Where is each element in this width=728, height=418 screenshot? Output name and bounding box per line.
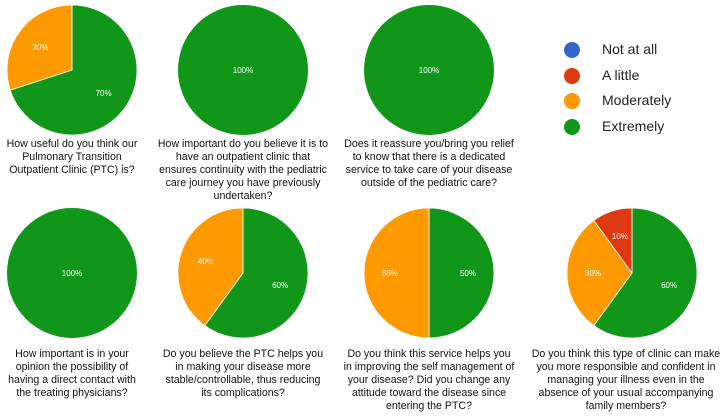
legend-item-not-at-all: Not at all [564,41,714,68]
legend-item-extremely: Extremely [564,117,714,145]
question-5-text: Do you believe the PTC helps you in maki… [162,348,324,399]
pie-2-label-extremely: 100% [233,66,253,75]
question-7-text: Do you think this type of clinic can mak… [531,348,721,412]
legend-label-moderately: Moderately [602,92,672,108]
pie-chart-3: 100% [364,5,494,135]
legend-label-not-at-all: Not at all [602,41,658,57]
pie-chart-1: 70% 30% [6,4,138,136]
pie-7-label-a-little: 10% [612,232,628,241]
pie-chart-2: 100% [178,5,308,135]
pie-5-slice-extremely [204,207,309,339]
pie-6-label-extremely: 50% [460,269,476,278]
pie-7-slice-moderately [566,219,633,327]
question-1-text: How useful do you think our Pulmonary Tr… [6,138,138,176]
pie-5-label-extremely: 60% [272,281,288,290]
pie-5-slice-moderately [177,207,244,327]
pie-7-slice-extremely [593,207,698,339]
pie-chart-7: 60% 30% 10% [566,207,698,339]
pie-4-label-extremely: 100% [62,269,82,278]
legend-item-a-little: A little [564,66,714,94]
legend-swatch-a-little [564,67,580,84]
pie-2-slice-extremely [178,5,308,135]
legend-swatch-moderately [564,93,580,109]
pie-7-label-extremely: 60% [661,281,677,290]
pie-1-label-extremely: 70% [96,89,112,98]
pie-3-slice-extremely [364,5,494,135]
pie-6-slice-moderately [363,207,430,339]
question-2-text: How important do you believe it is to ha… [157,138,329,202]
pie-5-label-moderately: 40% [198,257,214,266]
pie-4-slice-extremely [7,208,137,338]
pie-7-slice-a-little [593,207,633,275]
question-6-text: Do you think this service helps you in i… [343,348,515,412]
legend: Not at all A little Moderately Extremely [564,41,714,145]
pie-chart-6: 50% 50% [363,207,495,339]
pie-1-label-moderately: 30% [32,43,48,52]
pie-7-label-moderately: 30% [585,269,601,278]
pie-1-slice-extremely [9,4,138,136]
pie-6-slice-extremely [428,207,495,339]
pie-6-label-moderately: 50% [382,269,398,278]
legend-label-a-little: A little [602,66,640,83]
legend-item-moderately: Moderately [564,92,714,119]
pie-3-label-extremely: 100% [419,66,439,75]
legend-swatch-extremely [564,118,580,135]
pie-chart-5: 60% 40% [177,207,309,339]
pie-1-slice-moderately [6,4,73,91]
legend-label-extremely: Extremely [602,117,665,134]
pie-chart-4: 100% [7,208,137,338]
question-4-text: How important is in your opinion the pos… [8,348,136,399]
legend-swatch-not-at-all [564,42,580,58]
question-3-text: Does it reassure you/bring you relief to… [344,138,514,189]
